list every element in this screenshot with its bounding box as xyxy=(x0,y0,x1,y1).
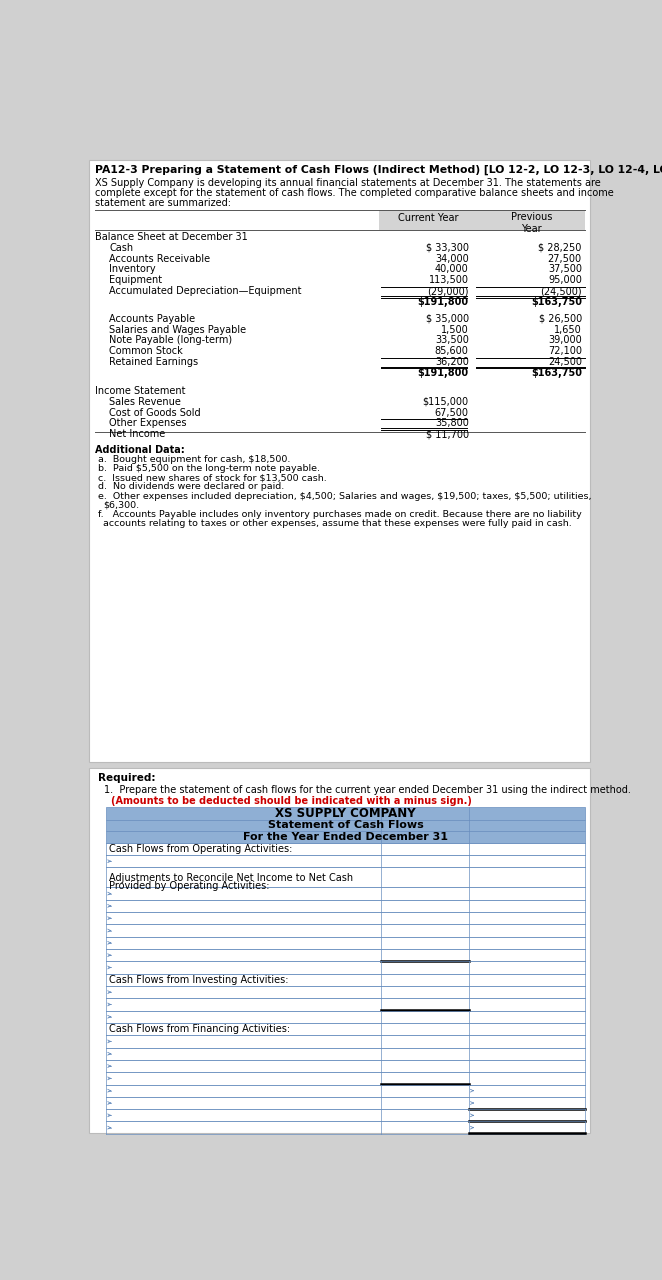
Text: $ 11,700: $ 11,700 xyxy=(426,429,469,439)
Text: Cash Flows from Investing Activities:: Cash Flows from Investing Activities: xyxy=(109,975,289,984)
Text: Cost of Goods Sold: Cost of Goods Sold xyxy=(109,408,201,417)
Text: $163,750: $163,750 xyxy=(531,297,582,307)
FancyBboxPatch shape xyxy=(89,768,590,1133)
Text: Equipment: Equipment xyxy=(109,275,162,285)
Text: PA12-3 Preparing a Statement of Cash Flows (Indirect Method) [LO 12-2, LO 12-3, : PA12-3 Preparing a Statement of Cash Flo… xyxy=(95,165,662,175)
Text: $191,800: $191,800 xyxy=(418,297,469,307)
Text: a.  Bought equipment for cash, $18,500.: a. Bought equipment for cash, $18,500. xyxy=(98,454,291,463)
Text: 37,500: 37,500 xyxy=(548,265,582,274)
Text: statement are summarized:: statement are summarized: xyxy=(95,198,231,209)
Text: d.  No dividends were declared or paid.: d. No dividends were declared or paid. xyxy=(98,483,285,492)
Text: Required:: Required: xyxy=(98,773,156,783)
Text: accounts relating to taxes or other expenses, assume that these expenses were fu: accounts relating to taxes or other expe… xyxy=(103,520,572,529)
Text: (24,500): (24,500) xyxy=(540,285,582,296)
Text: f.   Accounts Payable includes only inventory purchases made on credit. Because : f. Accounts Payable includes only invent… xyxy=(98,511,582,520)
Text: Common Stock: Common Stock xyxy=(109,346,183,356)
Text: Accumulated Depreciation—Equipment: Accumulated Depreciation—Equipment xyxy=(109,285,302,296)
Text: 24,500: 24,500 xyxy=(548,357,582,367)
Text: b.  Paid $5,500 on the long-term note payable.: b. Paid $5,500 on the long-term note pay… xyxy=(98,463,320,472)
FancyBboxPatch shape xyxy=(106,819,585,831)
FancyBboxPatch shape xyxy=(89,160,590,762)
Text: $115,000: $115,000 xyxy=(422,397,469,407)
Text: Adjustments to Reconcile Net Income to Net Cash: Adjustments to Reconcile Net Income to N… xyxy=(109,873,354,883)
Text: Other Expenses: Other Expenses xyxy=(109,419,187,429)
Text: $191,800: $191,800 xyxy=(418,367,469,378)
Text: Cash: Cash xyxy=(109,243,133,253)
FancyBboxPatch shape xyxy=(106,831,585,842)
Text: c.  Issued new shares of stock for $13,500 cash.: c. Issued new shares of stock for $13,50… xyxy=(98,474,327,483)
Text: 33,500: 33,500 xyxy=(435,335,469,346)
Text: $ 33,300: $ 33,300 xyxy=(426,243,469,253)
Text: complete except for the statement of cash flows. The completed comparative balan: complete except for the statement of cas… xyxy=(95,188,614,198)
Text: 35,800: 35,800 xyxy=(435,419,469,429)
Text: $ 35,000: $ 35,000 xyxy=(426,314,469,324)
Text: 1,650: 1,650 xyxy=(554,325,582,334)
Text: Current Year: Current Year xyxy=(398,212,459,223)
Text: XS SUPPLY COMPANY: XS SUPPLY COMPANY xyxy=(275,806,416,819)
Text: (Amounts to be deducted should be indicated with a minus sign.): (Amounts to be deducted should be indica… xyxy=(111,796,471,806)
Text: Income Statement: Income Statement xyxy=(95,387,185,396)
Text: 72,100: 72,100 xyxy=(548,346,582,356)
FancyBboxPatch shape xyxy=(379,210,585,230)
Text: $ 28,250: $ 28,250 xyxy=(538,243,582,253)
Text: Previous
Year: Previous Year xyxy=(511,212,552,234)
Text: Cash Flows from Operating Activities:: Cash Flows from Operating Activities: xyxy=(109,844,293,854)
Text: For the Year Ended December 31: For the Year Ended December 31 xyxy=(243,832,448,842)
Text: $ 26,500: $ 26,500 xyxy=(539,314,582,324)
FancyBboxPatch shape xyxy=(106,806,585,819)
Text: 1,500: 1,500 xyxy=(441,325,469,334)
Text: (29,000): (29,000) xyxy=(427,285,469,296)
Text: Retained Earnings: Retained Earnings xyxy=(109,357,198,367)
Text: 40,000: 40,000 xyxy=(435,265,469,274)
Text: XS Supply Company is developing its annual financial statements at December 31. : XS Supply Company is developing its annu… xyxy=(95,178,601,188)
Text: Sales Revenue: Sales Revenue xyxy=(109,397,181,407)
Text: 95,000: 95,000 xyxy=(548,275,582,285)
Text: Accounts Payable: Accounts Payable xyxy=(109,314,195,324)
Text: Provided by Operating Activities:: Provided by Operating Activities: xyxy=(109,881,269,891)
Text: 85,600: 85,600 xyxy=(435,346,469,356)
Text: 113,500: 113,500 xyxy=(429,275,469,285)
Text: Net Income: Net Income xyxy=(109,429,166,439)
Text: 39,000: 39,000 xyxy=(548,335,582,346)
Text: 1.  Prepare the statement of cash flows for the current year ended December 31 u: 1. Prepare the statement of cash flows f… xyxy=(105,785,632,795)
Text: Salaries and Wages Payable: Salaries and Wages Payable xyxy=(109,325,246,334)
Text: 34,000: 34,000 xyxy=(435,253,469,264)
Text: e.  Other expenses included depreciation, $4,500; Salaries and wages, $19,500; t: e. Other expenses included depreciation,… xyxy=(98,492,592,500)
Text: 36,200: 36,200 xyxy=(435,357,469,367)
Text: Accounts Receivable: Accounts Receivable xyxy=(109,253,211,264)
Text: Cash Flows from Financing Activities:: Cash Flows from Financing Activities: xyxy=(109,1024,290,1034)
Text: 27,500: 27,500 xyxy=(547,253,582,264)
Text: Statement of Cash Flows: Statement of Cash Flows xyxy=(267,820,424,831)
Text: Inventory: Inventory xyxy=(109,265,156,274)
Text: Balance Sheet at December 31: Balance Sheet at December 31 xyxy=(95,232,248,242)
Text: 67,500: 67,500 xyxy=(435,408,469,417)
Text: $6,300.: $6,300. xyxy=(103,500,139,509)
Text: Note Payable (long-term): Note Payable (long-term) xyxy=(109,335,232,346)
Text: $163,750: $163,750 xyxy=(531,367,582,378)
Text: Additional Data:: Additional Data: xyxy=(95,444,185,454)
